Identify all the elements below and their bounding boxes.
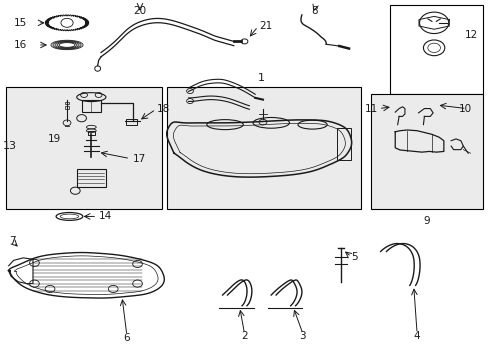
Text: 5: 5	[351, 252, 357, 262]
Text: 17: 17	[132, 154, 145, 163]
Text: 21: 21	[259, 21, 272, 31]
Bar	[336, 128, 351, 160]
Bar	[126, 119, 137, 125]
Text: 6: 6	[123, 333, 130, 343]
Bar	[6, 87, 162, 208]
Text: 14: 14	[99, 211, 112, 221]
Text: 19: 19	[47, 134, 61, 144]
Text: 4: 4	[413, 332, 420, 342]
Text: 9: 9	[423, 216, 429, 226]
Bar	[64, 106, 69, 109]
Text: 12: 12	[464, 30, 477, 40]
Text: 3: 3	[299, 332, 305, 342]
Text: 1: 1	[258, 73, 264, 83]
Text: 16: 16	[14, 40, 27, 50]
Text: 8: 8	[311, 6, 318, 16]
Text: 13: 13	[3, 141, 17, 151]
Text: 20: 20	[133, 6, 146, 16]
Bar	[77, 169, 106, 187]
Bar	[166, 87, 361, 208]
Text: 10: 10	[458, 104, 471, 113]
Text: 7: 7	[9, 236, 15, 246]
Text: 18: 18	[157, 104, 170, 113]
Text: 15: 15	[14, 18, 27, 28]
Bar	[389, 5, 482, 94]
Bar	[64, 102, 69, 104]
Text: 11: 11	[364, 104, 377, 113]
Bar	[81, 100, 101, 112]
Bar	[88, 131, 95, 135]
Bar	[370, 94, 482, 208]
Text: 2: 2	[241, 332, 247, 342]
